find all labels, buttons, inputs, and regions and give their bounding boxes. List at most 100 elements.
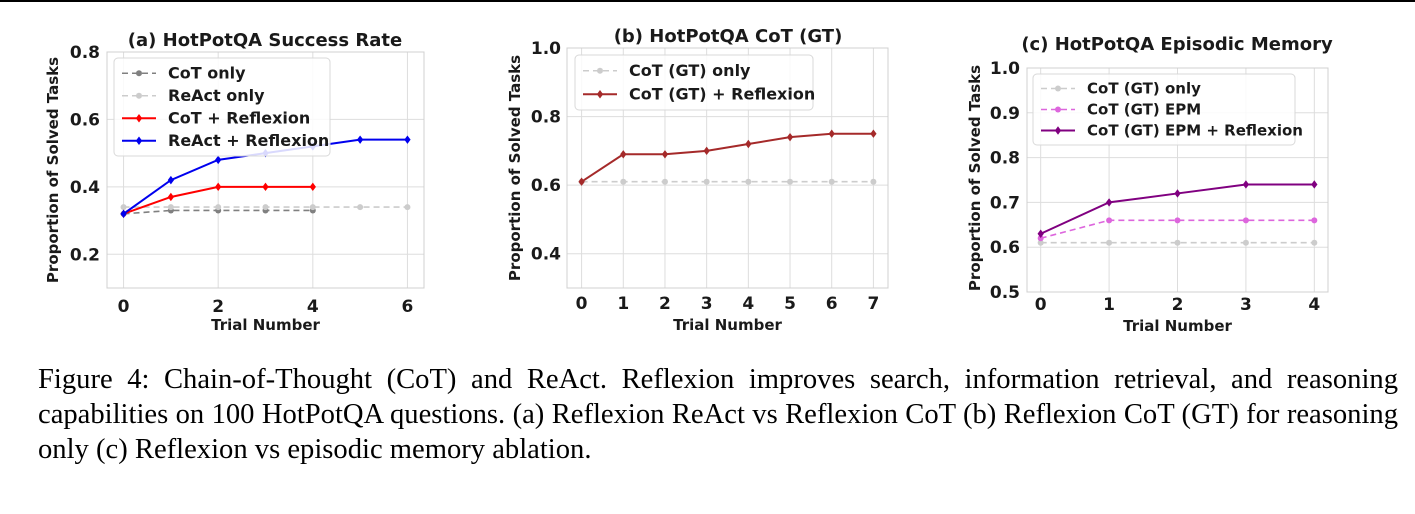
data-point: [661, 150, 669, 159]
y-tick-label: 0.9: [990, 104, 1020, 124]
legend-label: CoT (GT) EPM: [1087, 101, 1201, 119]
data-point: [309, 204, 316, 211]
y-tick-label: 0.6: [531, 176, 561, 196]
x-axis-label: Trial Number: [673, 316, 782, 334]
legend-label: ReAct + Reflexion: [168, 131, 329, 150]
data-point: [703, 178, 710, 185]
legend-swatch-marker: [1055, 106, 1061, 113]
y-tick-label: 0.2: [70, 245, 100, 265]
y-axis-label: Proportion of Solved Tasks: [966, 65, 984, 291]
plot-frame: [106, 51, 425, 289]
x-tick-label: 0: [576, 294, 588, 314]
chart-title: (b) HotPotQA CoT (GT): [614, 26, 843, 47]
x-tick-label: 0: [118, 297, 130, 317]
legend-swatch-marker: [136, 70, 142, 77]
legend-swatch-marker: [1054, 126, 1062, 135]
data-point: [215, 204, 222, 211]
data-point: [787, 178, 794, 185]
data-point: [1174, 189, 1181, 198]
data-point: [404, 204, 411, 211]
data-point: [870, 178, 877, 185]
chart-a: 0 2 4 6 0.2 0.4 0.6 0.8 Trial Number Proportion o…: [44, 30, 425, 334]
data-point: [828, 178, 835, 185]
chart-title: (a) HotPotQA Success Rate: [128, 30, 402, 51]
x-tick-label: 4: [1308, 295, 1320, 315]
y-axis-label: Proportion of Solved Tasks: [506, 55, 524, 281]
data-point: [1242, 217, 1249, 224]
legend-label: CoT (GT) EPM + Reflexion: [1087, 122, 1303, 140]
data-point: [786, 132, 794, 142]
data-point: [262, 204, 269, 211]
data-point: [262, 182, 269, 192]
data-point: [1106, 239, 1113, 246]
x-tick-label: 1: [617, 294, 629, 314]
data-point: [1311, 217, 1318, 224]
x-axis-label: Trial Number: [211, 316, 320, 334]
y-tick-label: 1.0: [990, 59, 1020, 79]
data-point: [120, 209, 127, 219]
data-point: [703, 146, 710, 156]
legend-label: CoT (GT) only: [1087, 80, 1201, 98]
x-tick-label: 4: [307, 297, 319, 317]
legend-swatch-marker: [136, 92, 142, 99]
data-point: [620, 150, 627, 159]
x-tick-label: 2: [212, 297, 224, 317]
chart-title: (c) HotPotQA Episodic Memory: [1021, 34, 1333, 55]
y-tick-label: 0.5: [990, 283, 1020, 303]
data-point: [1037, 235, 1044, 242]
y-axis-label: Proportion of Solved Tasks: [44, 57, 62, 283]
chart-c: 0 1 2 3 4 0.5 0.6 0.7 0.8 0.9 1.0 Trial Number Propo…: [966, 34, 1333, 335]
data-point: [1311, 180, 1318, 189]
legend-swatch-marker: [597, 67, 603, 74]
legend-swatch-marker: [596, 90, 604, 99]
y-tick-label: 1.0: [531, 39, 561, 59]
data-point: [404, 135, 411, 144]
legend-label: CoT (GT) only: [629, 61, 751, 80]
data-point: [1105, 198, 1113, 207]
x-tick-label: 0: [1035, 295, 1047, 315]
legend-box: [1032, 73, 1296, 146]
chart-b: 0 1 2 3 4 5 6 7 0.4 0.6 0.8 1.0 Trial Number Proporti…: [506, 26, 889, 334]
x-tick-label: 6: [402, 297, 414, 317]
legend-swatch-marker: [1055, 85, 1061, 92]
data-point: [1106, 217, 1113, 224]
data-point: [357, 204, 364, 211]
data-point: [870, 129, 877, 138]
data-point: [1242, 239, 1249, 246]
figure-panels: 0 2 4 6 0.2 0.4 0.6 0.8 Trial Number Proportion o…: [44, 26, 1333, 335]
series-line: [581, 132, 874, 183]
data-point: [167, 192, 175, 202]
y-tick-label: 0.7: [990, 193, 1020, 213]
x-tick-label: 7: [867, 294, 879, 314]
data-point: [167, 175, 175, 185]
data-point: [745, 139, 752, 149]
data-point: [167, 204, 174, 211]
data-point: [620, 178, 627, 185]
data-point: [1311, 239, 1318, 246]
y-tick-label: 0.8: [70, 43, 100, 63]
x-tick-label: 1: [1103, 295, 1115, 315]
figure-caption: Figure 4: Chain-of-Thought (CoT) and ReA…: [38, 364, 1398, 465]
legend-label: CoT only: [168, 63, 246, 82]
data-point: [1174, 239, 1181, 246]
plot-frame: [1026, 67, 1329, 293]
x-axis-label: Trial Number: [1123, 317, 1232, 335]
legend-label: ReAct only: [168, 86, 265, 105]
legend-swatch-marker: [135, 136, 143, 145]
x-tick-label: 5: [784, 294, 796, 314]
data-point: [828, 129, 835, 138]
data-point: [1037, 229, 1044, 238]
x-tick-label: 2: [659, 294, 671, 314]
data-point: [745, 178, 752, 185]
legend-swatch-marker: [135, 114, 143, 123]
x-tick-label: 4: [742, 294, 754, 314]
y-tick-label: 0.8: [531, 108, 561, 128]
y-tick-label: 0.6: [70, 110, 100, 130]
legend-box: [574, 54, 814, 111]
y-tick-label: 0.8: [990, 149, 1020, 169]
x-tick-label: 6: [826, 294, 838, 314]
y-tick-label: 0.4: [70, 178, 100, 198]
legend-box: [113, 57, 331, 157]
top-rule: [0, 0, 1415, 2]
data-point: [1174, 217, 1181, 224]
